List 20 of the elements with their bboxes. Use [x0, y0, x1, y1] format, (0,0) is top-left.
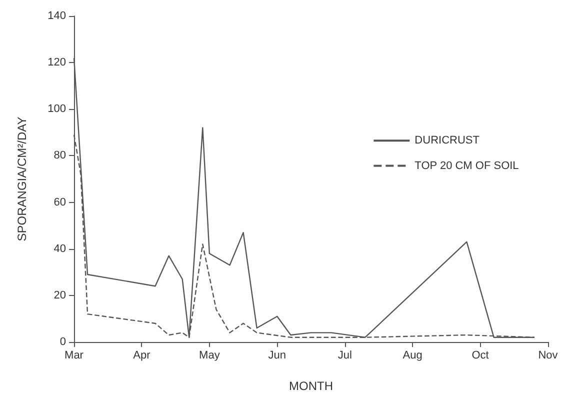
- y-tick-label: 80: [54, 150, 66, 162]
- x-tick-label: Apr: [133, 350, 151, 362]
- legend-label: TOP 20 CM OF SOIL: [414, 160, 519, 172]
- x-tick-label: Oct: [472, 350, 489, 362]
- y-tick-label: 100: [48, 103, 66, 116]
- y-tick-label: 140: [48, 10, 66, 22]
- legend-label: DURICRUST: [414, 134, 480, 147]
- y-tick-label: 60: [54, 196, 66, 208]
- y-tick-label: 20: [54, 289, 66, 302]
- x-tick-label: Jul: [338, 350, 352, 362]
- y-tick-label: 40: [54, 242, 66, 255]
- y-tick-label: 120: [48, 56, 66, 69]
- x-tick-label: Nov: [538, 350, 558, 362]
- y-tick-label: 0: [60, 336, 66, 348]
- x-tick-label: Mar: [64, 350, 84, 362]
- y-axis-title: SPORANGIA/CM²/DAY: [15, 116, 29, 242]
- x-tick-label: Aug: [402, 350, 422, 362]
- x-tick-label: Jun: [268, 350, 286, 362]
- x-tick-label: May: [199, 350, 220, 362]
- x-axis-title: MONTH: [289, 379, 333, 393]
